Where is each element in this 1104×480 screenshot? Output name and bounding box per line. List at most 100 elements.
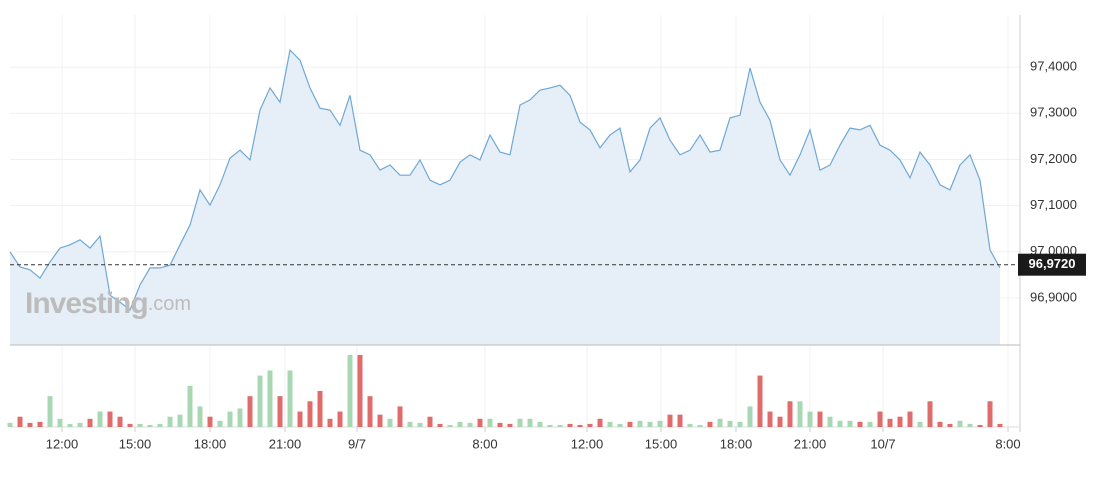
volume-bar [457, 421, 463, 427]
volume-bar [767, 411, 773, 427]
x-tick-label: 12:00 [46, 436, 79, 451]
volume-bar [87, 418, 93, 427]
volume-bar [677, 414, 683, 427]
watermark-brand: Investing [25, 287, 148, 320]
last-price-box [1018, 253, 1086, 276]
volume-bar [747, 406, 753, 427]
volume-bar [697, 424, 703, 427]
volume-bar [817, 411, 823, 427]
volume-bar [157, 423, 163, 427]
volume-bar [757, 375, 763, 427]
volume-bar [547, 424, 553, 427]
volume-bar [827, 416, 833, 427]
volume-bar [517, 418, 523, 427]
x-tick-label: 10/7 [870, 436, 895, 451]
volume-bar [237, 408, 243, 427]
volume-bar [177, 414, 183, 427]
volume-bar [127, 423, 133, 427]
volume-bar [477, 418, 483, 427]
volume-bar [287, 370, 293, 427]
volume-bar [487, 418, 493, 427]
price-line [9, 48, 1001, 311]
volume-bar [27, 422, 33, 427]
volume-bar [337, 411, 343, 427]
volume-bar [297, 411, 303, 427]
x-tick-label: 9/7 [348, 436, 366, 451]
volume-bar [267, 370, 273, 427]
volume-bar [967, 423, 973, 427]
volume-bar [247, 396, 253, 427]
volume-bar [437, 423, 443, 427]
y-tick-label: 97,4000 [1030, 59, 1077, 74]
volume-bar [917, 421, 923, 427]
volume-bar [997, 423, 1003, 427]
volume-bar [417, 422, 423, 427]
volume-bar [447, 424, 453, 427]
volume-bar [407, 421, 413, 427]
volume-bar [147, 424, 153, 427]
watermark-suffix: .com [148, 293, 191, 315]
volume-bar [717, 418, 723, 427]
volume-bar [947, 423, 953, 427]
volume-bar [797, 401, 803, 427]
volume-bar [647, 421, 653, 427]
volume-bar [567, 423, 573, 427]
volume-bar [627, 421, 633, 427]
volume-bar [807, 411, 813, 427]
volume-bar [837, 420, 843, 427]
volume-bar [847, 420, 853, 427]
volume-bar [777, 416, 783, 427]
x-tick-label: 8:00 [472, 436, 497, 451]
volume-bar [307, 401, 313, 427]
volume-bar [887, 418, 893, 427]
volume-bar [907, 411, 913, 427]
volume-bar [47, 396, 53, 427]
volume-bar [77, 422, 83, 427]
volume-bar [637, 420, 643, 427]
x-tick-label: 21:00 [794, 436, 827, 451]
y-tick-label: 96,9000 [1030, 289, 1077, 304]
volume-bar [897, 416, 903, 427]
volume-bar [167, 416, 173, 427]
volume-bar [367, 396, 373, 427]
volume-bar [977, 424, 983, 427]
volume-bar [597, 418, 603, 427]
x-tick-label: 15:00 [119, 436, 152, 451]
volume-bar [737, 421, 743, 427]
plot [7, 15, 1021, 432]
x-tick-label: 21:00 [269, 436, 302, 451]
y-tick-label: 97,3000 [1030, 105, 1077, 120]
volume-bar [257, 375, 263, 427]
volume-bar [317, 391, 323, 427]
x-tick-label: 18:00 [194, 436, 227, 451]
volume-bar [577, 424, 583, 427]
volume-bar [327, 418, 333, 427]
volume-bar [7, 422, 13, 427]
volume-bar [707, 421, 713, 427]
volume-bar [557, 424, 563, 427]
watermark: Investing.com [25, 287, 191, 320]
volume-bar [957, 420, 963, 427]
y-tick-label: 97,2000 [1030, 151, 1077, 166]
volume-bar [387, 418, 393, 427]
volume-bar [927, 401, 933, 427]
volume-bar [587, 423, 593, 427]
x-tick-label: 12:00 [571, 436, 604, 451]
last-price-label: 96,9720 [1029, 256, 1076, 271]
volume-bar [357, 355, 363, 427]
volume-bar [507, 423, 513, 427]
volume-bar [867, 421, 873, 427]
x-tick-label: 8:00 [995, 436, 1020, 451]
x-tick-label: 15:00 [645, 436, 678, 451]
volume-bar [607, 421, 613, 427]
volume-bar [377, 414, 383, 427]
volume-bar [667, 414, 673, 427]
volume-bar [97, 411, 103, 427]
volume-bar [207, 416, 213, 427]
volume-bar [527, 418, 533, 427]
volume-bar [987, 401, 993, 427]
volume-bar [537, 421, 543, 427]
volume-bar [17, 416, 23, 427]
volume-bar [227, 411, 233, 427]
volume-bar [467, 422, 473, 427]
